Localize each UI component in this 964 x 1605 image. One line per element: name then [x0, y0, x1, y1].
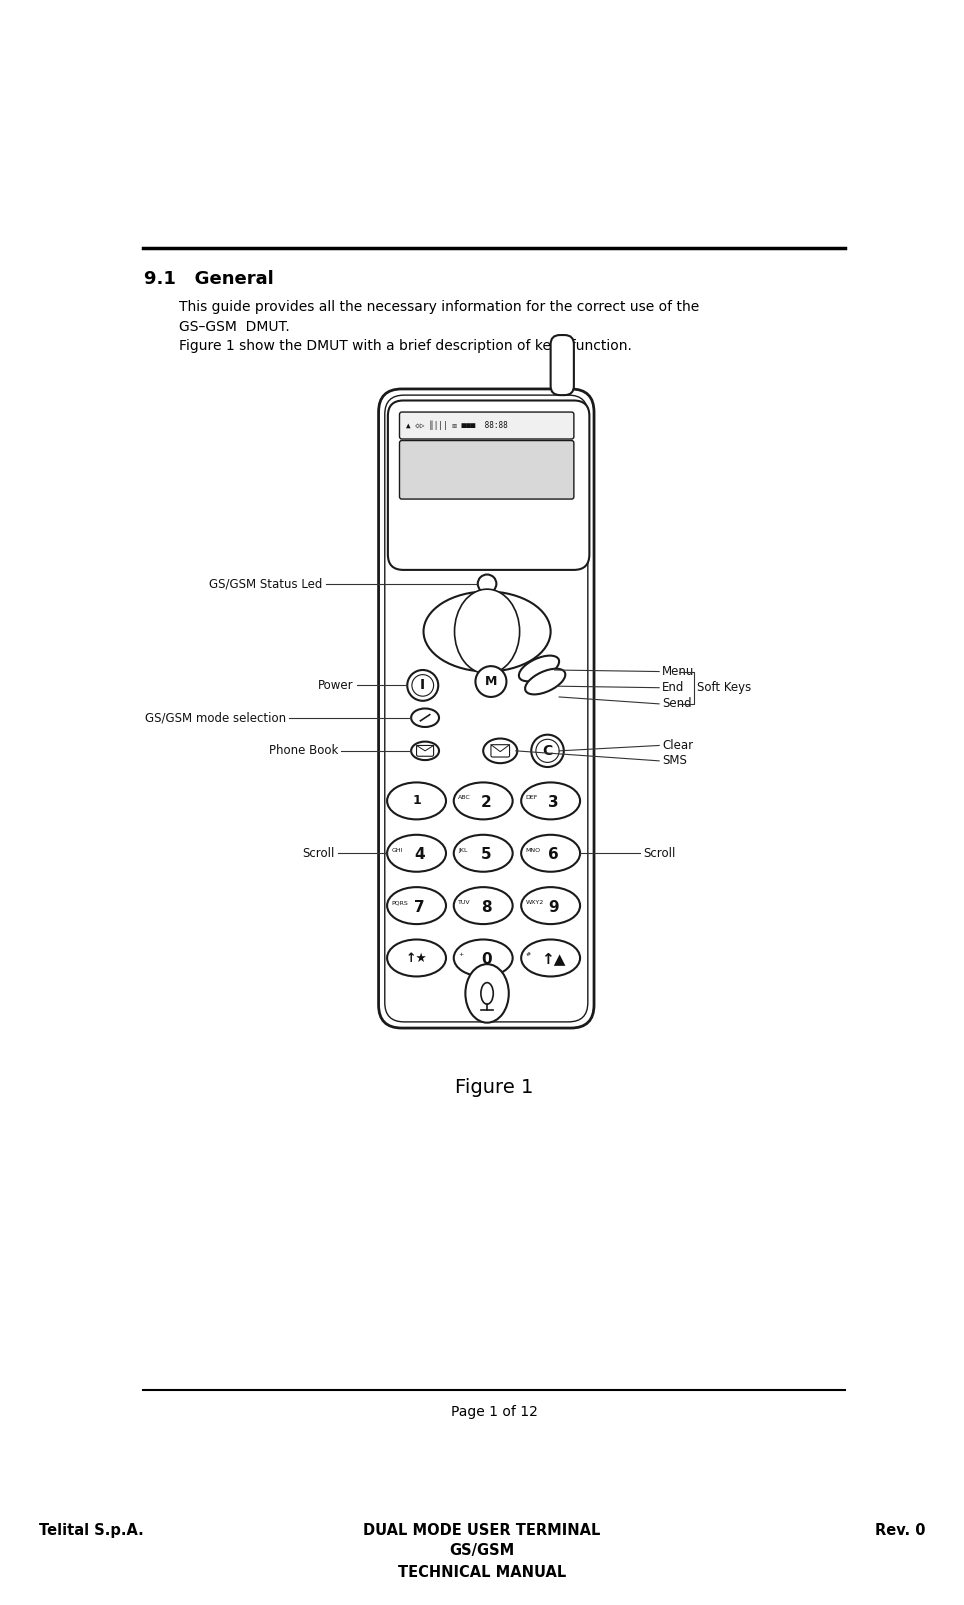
Text: ↑★: ↑★: [406, 952, 427, 965]
Text: 3: 3: [549, 794, 559, 811]
Ellipse shape: [531, 735, 564, 767]
Ellipse shape: [481, 982, 494, 1005]
Text: 9.1   General: 9.1 General: [144, 270, 274, 287]
Text: DUAL MODE USER TERMINAL: DUAL MODE USER TERMINAL: [363, 1523, 601, 1538]
Ellipse shape: [478, 575, 496, 592]
FancyBboxPatch shape: [416, 745, 434, 756]
Text: DEF: DEF: [525, 796, 538, 801]
Text: Menu: Menu: [662, 664, 695, 677]
FancyBboxPatch shape: [550, 335, 574, 395]
Text: TUV: TUV: [459, 900, 471, 905]
FancyBboxPatch shape: [388, 401, 589, 570]
Ellipse shape: [454, 782, 513, 820]
Ellipse shape: [522, 939, 580, 976]
Text: 1: 1: [413, 794, 421, 807]
Text: Scroll: Scroll: [302, 847, 335, 860]
Text: TECHNICAL MANUAL: TECHNICAL MANUAL: [398, 1565, 566, 1579]
Text: Scroll: Scroll: [643, 847, 675, 860]
Ellipse shape: [522, 888, 580, 924]
Text: Page 1 of 12: Page 1 of 12: [450, 1406, 538, 1419]
Text: 9: 9: [549, 900, 559, 915]
Text: PQRS: PQRS: [391, 900, 409, 905]
Text: Figure 1: Figure 1: [455, 1079, 533, 1098]
Text: ↑▲: ↑▲: [542, 952, 566, 968]
Text: Phone Book: Phone Book: [269, 745, 338, 758]
Ellipse shape: [454, 835, 513, 872]
FancyBboxPatch shape: [491, 745, 510, 758]
Ellipse shape: [411, 742, 439, 761]
Ellipse shape: [423, 592, 550, 671]
Text: WXY2: WXY2: [525, 900, 544, 905]
FancyBboxPatch shape: [379, 388, 594, 1029]
Text: 6: 6: [549, 847, 559, 862]
Text: 0: 0: [481, 952, 492, 968]
Ellipse shape: [454, 888, 513, 924]
Text: Power: Power: [318, 679, 354, 692]
Ellipse shape: [454, 939, 513, 976]
Text: GS–GSM  DMUT.: GS–GSM DMUT.: [178, 319, 289, 334]
Text: Rev. 0: Rev. 0: [875, 1523, 925, 1538]
Text: M: M: [485, 676, 497, 689]
Text: Soft Keys: Soft Keys: [697, 681, 751, 695]
Ellipse shape: [388, 835, 446, 872]
Ellipse shape: [388, 782, 446, 820]
Text: 8: 8: [481, 900, 492, 915]
Text: GHI: GHI: [391, 847, 403, 852]
FancyBboxPatch shape: [399, 412, 574, 440]
Text: Clear: Clear: [662, 738, 693, 753]
Ellipse shape: [411, 708, 439, 727]
Text: #: #: [525, 952, 531, 958]
Text: GS/GSM mode selection: GS/GSM mode selection: [146, 711, 286, 724]
Text: GS/GSM: GS/GSM: [449, 1544, 515, 1558]
Ellipse shape: [466, 965, 509, 1022]
Text: End: End: [662, 681, 684, 695]
Text: MNO: MNO: [525, 847, 541, 852]
Text: JKL: JKL: [459, 847, 468, 852]
Text: 4: 4: [415, 847, 425, 862]
Text: I: I: [420, 679, 425, 692]
Ellipse shape: [519, 655, 559, 681]
Text: ABC: ABC: [459, 796, 471, 801]
Ellipse shape: [483, 738, 518, 762]
Ellipse shape: [475, 666, 506, 697]
Ellipse shape: [525, 669, 565, 695]
Text: Figure 1 show the DMUT with a brief description of keys function.: Figure 1 show the DMUT with a brief desc…: [178, 339, 631, 353]
Ellipse shape: [522, 782, 580, 820]
Text: Send: Send: [662, 698, 692, 711]
Text: GS/GSM Status Led: GS/GSM Status Led: [209, 578, 323, 591]
Text: SMS: SMS: [662, 754, 687, 767]
Text: C: C: [543, 743, 552, 758]
Text: 7: 7: [415, 900, 425, 915]
Text: ▲ ◇▷ ║||| ✉ ■■■  88:88: ▲ ◇▷ ║||| ✉ ■■■ 88:88: [406, 421, 507, 430]
Ellipse shape: [388, 888, 446, 924]
Ellipse shape: [407, 669, 439, 701]
Text: 2: 2: [481, 794, 492, 811]
Text: +: +: [459, 952, 464, 958]
Ellipse shape: [454, 589, 520, 674]
Text: Telital S.p.A.: Telital S.p.A.: [39, 1523, 144, 1538]
FancyBboxPatch shape: [399, 440, 574, 499]
Text: This guide provides all the necessary information for the correct use of the: This guide provides all the necessary in…: [178, 300, 699, 315]
Ellipse shape: [388, 939, 446, 976]
Text: 5: 5: [481, 847, 492, 862]
Ellipse shape: [522, 835, 580, 872]
